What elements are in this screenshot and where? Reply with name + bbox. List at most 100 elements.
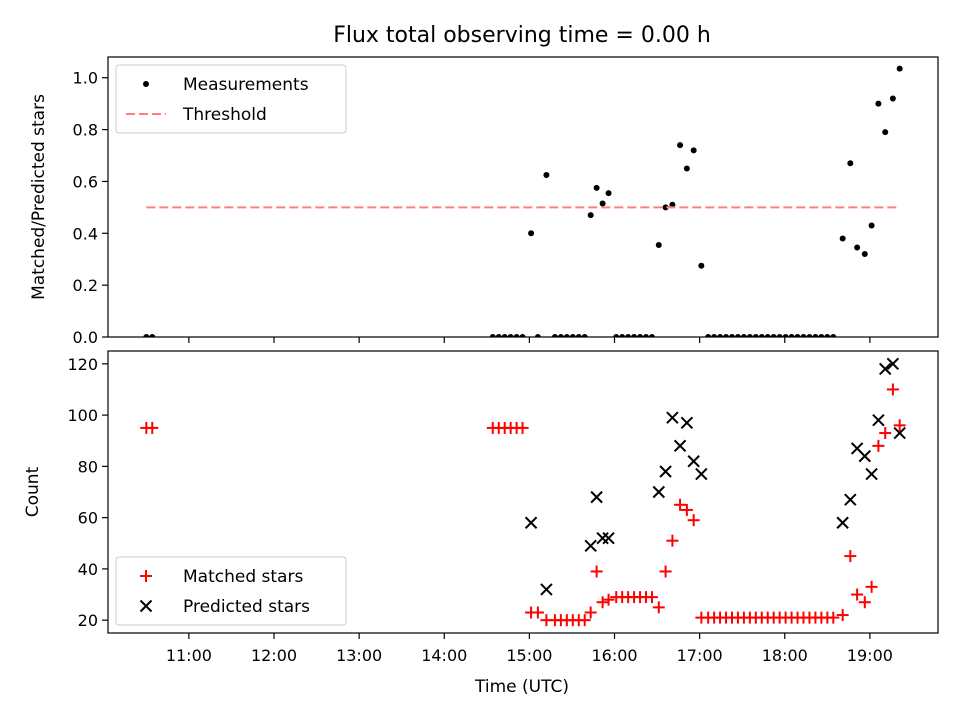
matched-star-marker — [652, 601, 665, 614]
x-tick-label: 13:00 — [336, 646, 382, 665]
predicted-star-marker — [872, 414, 885, 427]
y-tick-label: 60 — [78, 509, 98, 528]
measurement-point — [501, 334, 508, 337]
predicted-star-marker — [836, 516, 849, 529]
measurement-point — [758, 334, 765, 337]
matched-star-marker — [893, 419, 906, 432]
measurement-point — [495, 334, 502, 337]
y-tick-label: 0.6 — [73, 172, 98, 191]
measurement-point — [519, 334, 526, 337]
matched-star-marker — [596, 596, 609, 609]
matched-star-marker — [584, 606, 597, 619]
measurement-point — [625, 334, 632, 337]
matched-star-marker — [146, 421, 159, 434]
measurement-point — [800, 334, 807, 337]
measurement-point — [587, 212, 594, 219]
measurement-point — [746, 334, 753, 337]
measurement-point — [643, 334, 650, 337]
matched-star-marker — [687, 514, 700, 527]
measurement-point — [752, 334, 759, 337]
predicted-star-marker — [893, 426, 906, 440]
predicted-star-marker — [673, 439, 687, 453]
measurement-point — [543, 171, 550, 178]
measurement-point — [794, 334, 801, 337]
y-tick-label: 0.2 — [73, 276, 98, 295]
measurement-point — [677, 142, 684, 149]
measurement-point — [528, 230, 535, 237]
matched-star-marker — [680, 503, 693, 516]
legend-label: Predicted stars — [183, 597, 310, 617]
legend-swatch-predicted — [139, 599, 153, 613]
predicted-star-marker — [659, 465, 672, 478]
measurement-point — [619, 334, 626, 337]
matched-star-marker — [872, 439, 885, 452]
measurement-point — [551, 334, 558, 337]
y-tick-label: 40 — [78, 560, 98, 579]
legend-frame — [115, 64, 347, 134]
matched-star-marker — [886, 383, 899, 396]
legend-swatch-matched — [140, 570, 152, 582]
measurement-point — [889, 95, 896, 102]
predicted-star-marker — [590, 490, 603, 504]
x-tick-label: 11:00 — [166, 646, 212, 665]
measurement-point — [868, 222, 875, 229]
matched-star-marker — [858, 596, 871, 609]
legend-frame — [115, 556, 347, 626]
measurement-point — [882, 129, 889, 136]
measurement-point — [705, 334, 712, 337]
matched-star-marker — [590, 565, 603, 578]
legend-label: Threshold — [182, 105, 267, 125]
matched-star-marker — [531, 606, 544, 619]
predicted-star-marker — [879, 362, 892, 376]
measurement-point — [534, 334, 541, 337]
predicted-star-marker — [524, 516, 538, 529]
y-tick-label: 120 — [67, 355, 98, 374]
predicted-star-marker — [666, 411, 679, 424]
measurement-point — [818, 334, 825, 337]
y-tick-label: 100 — [67, 406, 98, 425]
y-tick-label: 20 — [78, 611, 98, 630]
measurement-point — [599, 200, 606, 207]
top-panel: 0.0 0.2 0.4 0.6 0.8 1.0 Matched/Predicted star… — [29, 56, 939, 347]
measurement-point — [683, 165, 690, 172]
measurement-point — [717, 334, 724, 337]
axes-frame — [107, 350, 939, 634]
y-axis-label: Count — [23, 466, 43, 517]
measurement-point — [896, 65, 903, 72]
x-tick-label: 16:00 — [591, 646, 637, 665]
measurement-point — [875, 100, 882, 107]
measurement-point — [698, 262, 705, 269]
measurement-point — [557, 334, 564, 337]
matched-star-marker — [865, 580, 878, 593]
matched-star-marker — [879, 427, 892, 440]
measurement-point — [605, 190, 612, 197]
x-axis-label: Time (UTC) — [474, 677, 569, 697]
measurement-point — [711, 334, 718, 337]
measurement-point — [847, 160, 854, 167]
measurement-point — [648, 334, 655, 337]
matched-star-marker — [851, 588, 864, 601]
measurement-point — [839, 235, 846, 242]
measurement-point — [723, 334, 730, 337]
measurement-point — [854, 244, 861, 251]
predicted-star-marker — [680, 416, 694, 429]
predicted-star-marker — [886, 357, 900, 371]
measurement-point — [593, 184, 600, 191]
measurement-point — [740, 334, 747, 337]
measurement-point — [575, 334, 582, 337]
measurement-point — [563, 334, 570, 337]
x-tick-label: 19:00 — [847, 646, 893, 665]
measurement-point — [637, 334, 644, 337]
matched-star-marker — [645, 591, 658, 604]
predicted-star-marker — [687, 455, 700, 468]
matched-star-marker — [578, 614, 591, 627]
predicted-star-marker — [602, 531, 615, 545]
measurement-point — [143, 334, 150, 337]
measurement-point — [149, 334, 156, 337]
measurement-point — [690, 147, 697, 154]
matched-star-marker — [827, 611, 840, 624]
measurement-point — [489, 334, 496, 337]
measurement-point — [655, 241, 662, 248]
predicted-star-marker — [596, 531, 609, 545]
measurement-point — [734, 334, 741, 337]
